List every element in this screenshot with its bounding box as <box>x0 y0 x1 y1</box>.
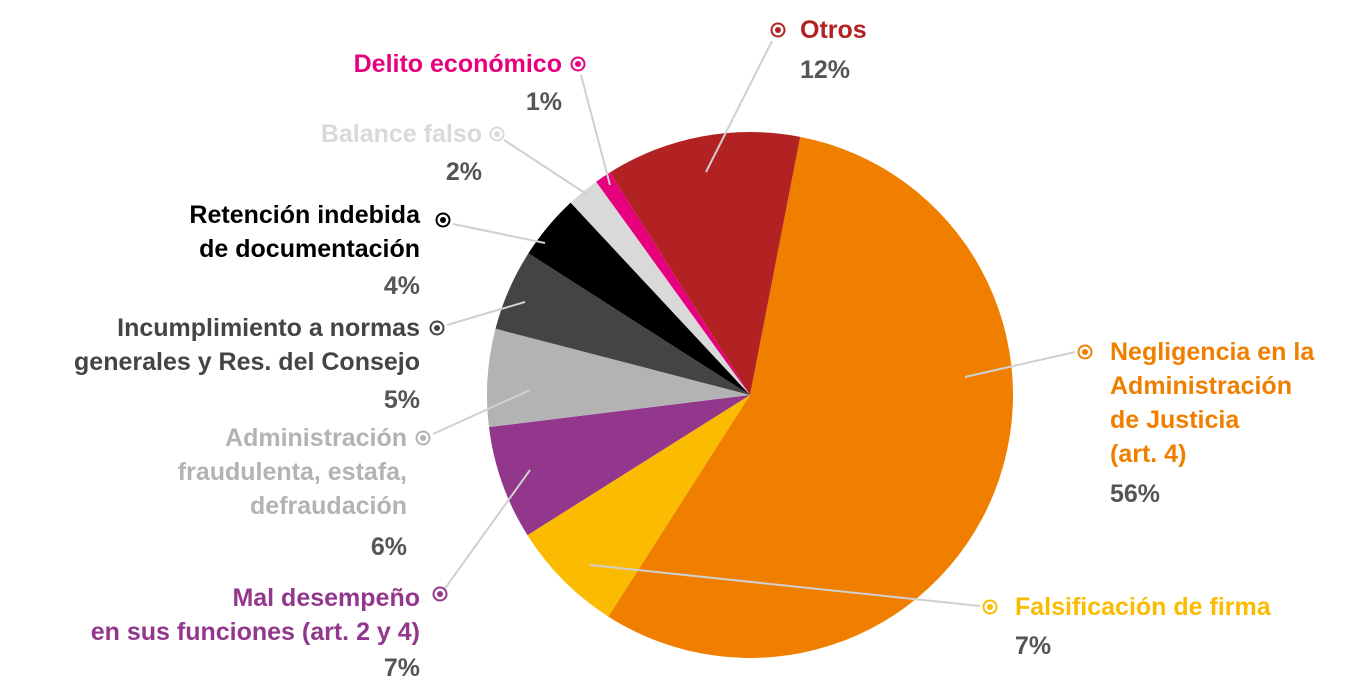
pie-slice <box>609 132 801 395</box>
pie-slice <box>596 172 750 395</box>
label-marker-dot <box>575 61 581 67</box>
label-marker-dot <box>987 604 993 610</box>
slice-label: Administración fraudulenta, estafa, defr… <box>177 424 407 520</box>
leader-line <box>964 351 1076 378</box>
pie-slice <box>488 395 750 536</box>
value-label: 7% <box>1015 632 1052 660</box>
slice-label: Otros <box>800 16 867 44</box>
pie-slice <box>487 328 750 428</box>
label-marker-dot <box>494 131 500 137</box>
value-label: 1% <box>525 88 562 116</box>
value-label: 7% <box>383 654 420 682</box>
leader-line <box>435 469 531 602</box>
slice-label: Falsificación de firma <box>1015 593 1271 621</box>
value-label: 2% <box>445 158 482 186</box>
leader-line <box>446 301 526 326</box>
slice-label: Mal desempeño en sus funciones (art. 2 y… <box>90 584 420 646</box>
slice-label: Retención indebida de documentación <box>189 201 420 263</box>
label-marker-dot <box>420 435 426 441</box>
leader-line <box>452 223 546 244</box>
leader-line <box>503 139 589 196</box>
value-label: 56% <box>1110 480 1161 508</box>
label-marker-dot <box>775 27 781 33</box>
pie-slice <box>608 136 1013 659</box>
slice-label: Delito económico <box>353 50 562 78</box>
value-label: 5% <box>383 386 420 414</box>
pie-slice <box>570 181 750 395</box>
pie-slice <box>527 395 750 617</box>
value-label: 4% <box>383 272 420 300</box>
slice-label: Incumplimiento a normas generales y Res.… <box>74 314 420 376</box>
label-marker-dot <box>1082 349 1088 355</box>
label-marker-dot <box>440 217 446 223</box>
value-label: 6% <box>370 533 407 561</box>
pie-slice <box>495 253 750 395</box>
slice-label: Negligencia en la Administración de Just… <box>1110 338 1315 468</box>
leader-line <box>589 564 981 607</box>
value-label: 12% <box>800 56 851 84</box>
label-marker-dot <box>437 591 443 597</box>
pie-slice <box>528 202 750 395</box>
leader-line <box>432 389 531 435</box>
leader-line <box>705 40 773 173</box>
label-marker-dot <box>434 325 440 331</box>
leader-line <box>580 74 611 186</box>
slice-label: Balance falso <box>320 120 482 148</box>
